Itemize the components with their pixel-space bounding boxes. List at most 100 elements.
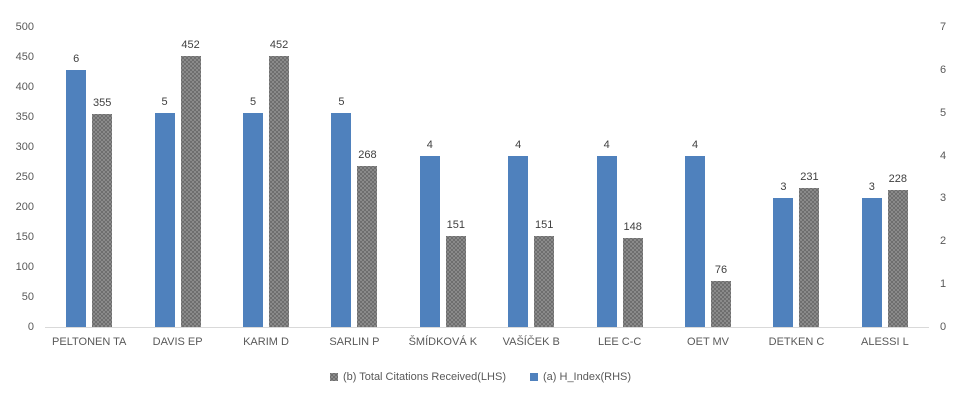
category-label-7: LEE C-C bbox=[597, 336, 642, 348]
bar-wrap: 4 bbox=[685, 139, 706, 327]
bar-group-6: 4 151 bbox=[487, 27, 575, 327]
bar-wrap: 452 bbox=[180, 39, 201, 327]
category-label-10: ALESSI L bbox=[861, 336, 909, 348]
h-index-data-label: 5 bbox=[338, 96, 345, 108]
bar-wrap: 452 bbox=[269, 39, 290, 327]
citations-bar bbox=[92, 114, 113, 327]
bar-wrap: 3 bbox=[861, 181, 882, 327]
h-index-bar bbox=[243, 113, 264, 327]
h-index-data-label: 3 bbox=[780, 181, 787, 193]
citations-data-label: 268 bbox=[358, 149, 377, 161]
citations-data-label: 151 bbox=[535, 219, 554, 231]
citations-bar bbox=[711, 281, 732, 327]
h-index-data-label: 4 bbox=[426, 139, 433, 151]
citations-bar bbox=[180, 56, 201, 327]
left-axis-tick-450: 450 bbox=[15, 51, 34, 63]
category-axis-labels: PELTONEN TA DAVIS EP KARIM D SARLIN P ŠMÍDKO… bbox=[45, 336, 929, 348]
h-index-data-label: 4 bbox=[691, 139, 699, 151]
left-axis-tick-100: 100 bbox=[15, 261, 34, 273]
bar-wrap: 76 bbox=[711, 264, 732, 327]
citations-legend-label: (b) Total Citations Received(LHS) bbox=[342, 371, 506, 383]
right-axis-tick-0: 0 bbox=[940, 321, 947, 333]
citations-bar bbox=[269, 56, 290, 327]
right-axis-tick-4: 4 bbox=[940, 149, 947, 162]
left-axis-tick-400: 400 bbox=[15, 81, 34, 93]
h-index-data-label: 3 bbox=[868, 181, 875, 193]
category-label-1: PELTONEN TA bbox=[52, 336, 127, 348]
citations-data-label: 76 bbox=[714, 264, 728, 276]
bar-group-1: 6 355 bbox=[45, 27, 133, 327]
bar-wrap: 5 bbox=[331, 96, 352, 327]
citations-data-label: 231 bbox=[800, 171, 819, 183]
right-axis-tick-3: 3 bbox=[940, 192, 947, 205]
h-index-bar bbox=[419, 156, 440, 327]
citations-data-label: 452 bbox=[269, 39, 289, 51]
bar-wrap: 355 bbox=[92, 97, 113, 327]
h-index-legend-swatch-icon bbox=[530, 373, 538, 381]
left-axis-tick-0: 0 bbox=[27, 321, 34, 333]
h-index-data-label: 5 bbox=[249, 96, 257, 108]
left-axis-tick-500: 500 bbox=[15, 21, 34, 33]
h-index-data-label: 6 bbox=[73, 53, 80, 65]
left-axis-tick-350: 350 bbox=[15, 111, 34, 123]
legend: (b) Total Citations Received(LHS) (a) H_… bbox=[0, 371, 961, 383]
citations-legend-swatch-icon bbox=[329, 373, 338, 381]
bar-group-3: 5 452 bbox=[222, 27, 310, 327]
bar-group-4: 5 268 bbox=[310, 27, 398, 327]
legend-item-citations: (b) Total Citations Received(LHS) bbox=[329, 371, 506, 383]
right-axis-tick-2: 2 bbox=[940, 235, 947, 248]
citations-bar bbox=[357, 166, 378, 327]
legend-item-h-index: (a) H_Index(RHS) bbox=[530, 371, 631, 383]
citations-data-label: 148 bbox=[623, 221, 642, 233]
category-label-9: DETKEN C bbox=[768, 336, 825, 348]
citations-data-label: 355 bbox=[93, 97, 112, 109]
right-axis-tick-5: 5 bbox=[940, 106, 947, 119]
category-label-5: ŠMÍDKOVÁ K bbox=[408, 336, 478, 348]
citations-bar bbox=[887, 190, 908, 327]
bar-group-10: 3 228 bbox=[841, 27, 929, 327]
left-axis-tick-200: 200 bbox=[15, 201, 34, 213]
category-label-8: OET MV bbox=[687, 336, 730, 348]
h-index-bar bbox=[331, 113, 352, 327]
h-index-bar bbox=[861, 198, 882, 327]
h-index-data-label: 4 bbox=[515, 139, 522, 151]
citations-bar bbox=[622, 238, 643, 327]
bar-wrap: 151 bbox=[445, 219, 466, 327]
category-label-2: DAVIS EP bbox=[152, 336, 203, 348]
left-axis-tick-300: 300 bbox=[15, 141, 34, 153]
citations-bar bbox=[534, 236, 555, 327]
right-axis-tick-1: 1 bbox=[940, 278, 947, 291]
h-index-data-label: 5 bbox=[161, 96, 168, 108]
h-index-bar bbox=[685, 156, 706, 327]
h-index-bar bbox=[66, 70, 87, 327]
bar-wrap: 4 bbox=[596, 139, 617, 327]
bar-group-7: 4 148 bbox=[575, 27, 663, 327]
plot-area: 6 355 5 452 5 452 5 268 4 151 4 151 4 148 4 76 3 231 3 228 bbox=[45, 27, 929, 328]
h-index-bar bbox=[596, 156, 617, 327]
bar-group-8: 4 76 bbox=[664, 27, 752, 327]
right-axis-tick-6: 6 bbox=[940, 63, 947, 76]
h-index-bar bbox=[508, 156, 529, 327]
citations-bar bbox=[445, 236, 466, 327]
bar-wrap: 231 bbox=[799, 171, 820, 327]
category-label-3: KARIM D bbox=[243, 336, 289, 348]
bar-wrap: 228 bbox=[887, 173, 908, 327]
citations-data-label: 228 bbox=[888, 173, 908, 185]
bar-wrap: 148 bbox=[622, 221, 643, 327]
category-label-4: SARLIN P bbox=[329, 336, 380, 348]
bar-wrap: 5 bbox=[154, 96, 175, 327]
bar-wrap: 5 bbox=[243, 96, 264, 327]
left-axis-tick-50: 50 bbox=[21, 291, 34, 303]
right-axis-tick-7: 7 bbox=[940, 21, 947, 33]
bar-wrap: 268 bbox=[357, 149, 378, 327]
bar-wrap: 3 bbox=[773, 181, 794, 327]
citations-data-label: 452 bbox=[181, 39, 200, 51]
bar-wrap: 151 bbox=[534, 219, 555, 327]
h-index-bar bbox=[773, 198, 794, 327]
citations-data-label: 151 bbox=[446, 219, 465, 231]
bar-wrap: 4 bbox=[419, 139, 440, 327]
h-index-legend-label: (a) H_Index(RHS) bbox=[543, 371, 632, 383]
citations-bar bbox=[799, 188, 820, 327]
h-index-data-label: 4 bbox=[603, 139, 610, 151]
